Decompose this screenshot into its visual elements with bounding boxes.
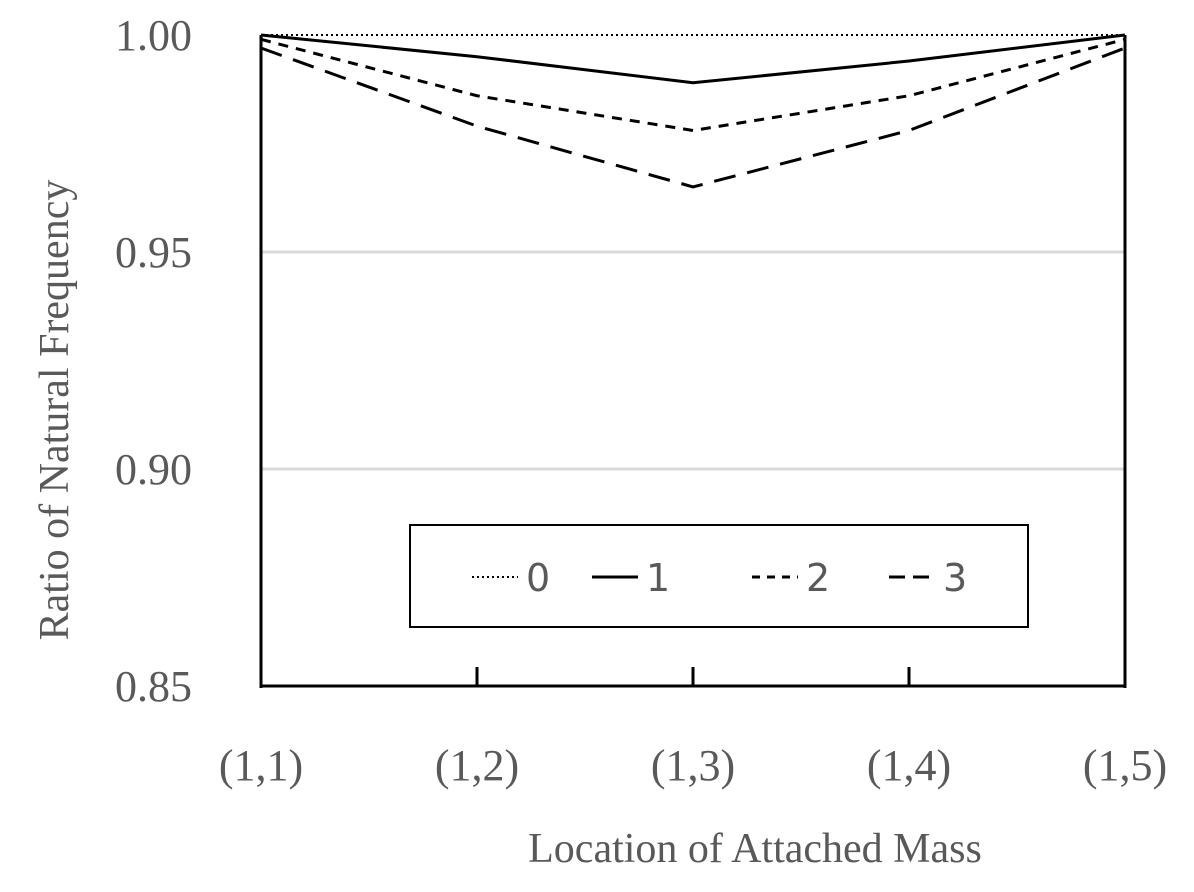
x-tick-label: (1,4) [867,741,951,790]
y-tick-label: 0.85 [115,662,192,711]
x-tick-labels: (1,1) (1,2) (1,3) (1,4) (1,5) [219,741,1167,790]
legend-label-3: 3 [943,556,967,600]
y-tick-label: 1.00 [115,11,192,60]
x-tick-label: (1,3) [651,741,735,790]
x-axis-title: Location of Attached Mass [528,826,982,872]
gridlines [261,250,1125,471]
x-tick-label: (1,1) [219,741,303,790]
legend: 0 1 2 3 [409,524,1029,628]
y-tick-label: 0.90 [115,445,192,494]
legend-label-0: 0 [526,556,550,600]
legend-label-2: 2 [806,556,830,600]
series-line-3 [260,46,1126,189]
axes [259,35,1127,688]
series-line-1 [260,33,1126,85]
legend-label-1: 1 [646,556,670,600]
x-tick-label: (1,5) [1083,741,1167,790]
y-tick-labels: 0.85 0.90 0.95 1.00 [115,11,192,711]
series-lines [260,33,1126,189]
y-tick-label: 0.95 [115,228,192,277]
y-axis-title: Ratio of Natural Frequency [32,180,78,641]
x-tick-label: (1,2) [435,741,519,790]
series-line-2 [260,37,1126,132]
